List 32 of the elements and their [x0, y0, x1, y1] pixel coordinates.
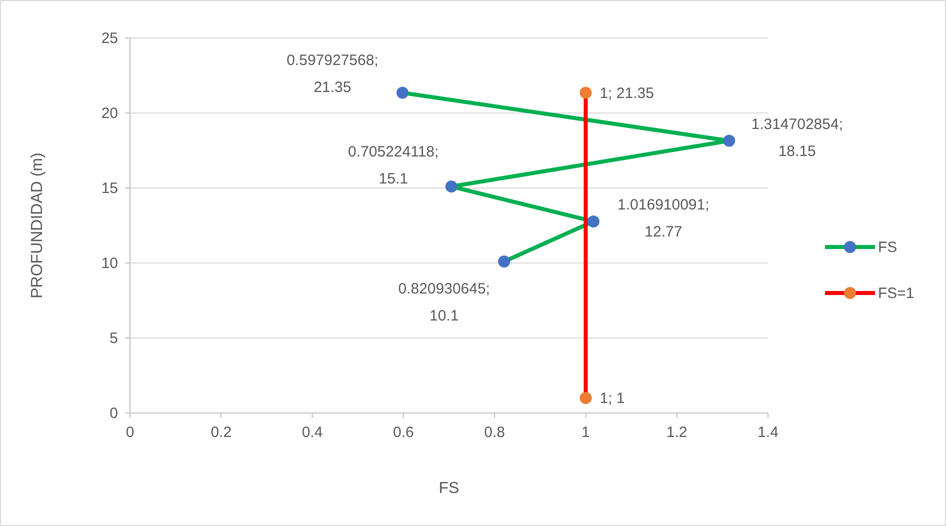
data-label: 0.597927568; 21.35 [286, 52, 378, 96]
y-tick-label: 25 [101, 30, 118, 47]
x-axis-title: FS [438, 480, 460, 497]
point [498, 256, 510, 268]
y-axis-title: PROFUNDIDAD (m) [29, 152, 46, 298]
x-tick-label: 0.8 [484, 424, 505, 441]
data-label: 1.314702854; 18.15 [751, 116, 844, 160]
y-tick-label: 5 [110, 330, 118, 347]
x-tick-label: 0.6 [393, 424, 414, 441]
point [445, 180, 458, 192]
point [396, 86, 408, 99]
x-tick-label: 1.4 [758, 424, 778, 441]
data-label: 0.820930645; 10.1 [398, 280, 490, 324]
legend-label: FS [878, 239, 898, 256]
y-tick-label: 10 [101, 255, 118, 272]
x-tick-label: 1.2 [666, 424, 688, 441]
y-tick-label: 15 [101, 180, 118, 197]
point [587, 215, 600, 228]
y-tick-label: 20 [101, 105, 118, 122]
x-tick-label: 0.4 [302, 424, 323, 441]
x-tick-label: 0 [126, 424, 134, 441]
data-label: 0.705224118; 15.1 [348, 144, 439, 188]
data-label: 1.016910091; 12.77 [618, 196, 710, 240]
point [580, 392, 592, 404]
y-tick-label: 0 [110, 405, 118, 422]
x-tick-label: 0.2 [210, 424, 232, 441]
point [723, 134, 736, 147]
data-label: 1; 1 [600, 390, 625, 407]
data-label: 1; 21.35 [600, 84, 654, 102]
legend-label: FS=1 [878, 285, 914, 302]
x-tick-label: 1 [582, 424, 590, 441]
point [580, 86, 592, 99]
